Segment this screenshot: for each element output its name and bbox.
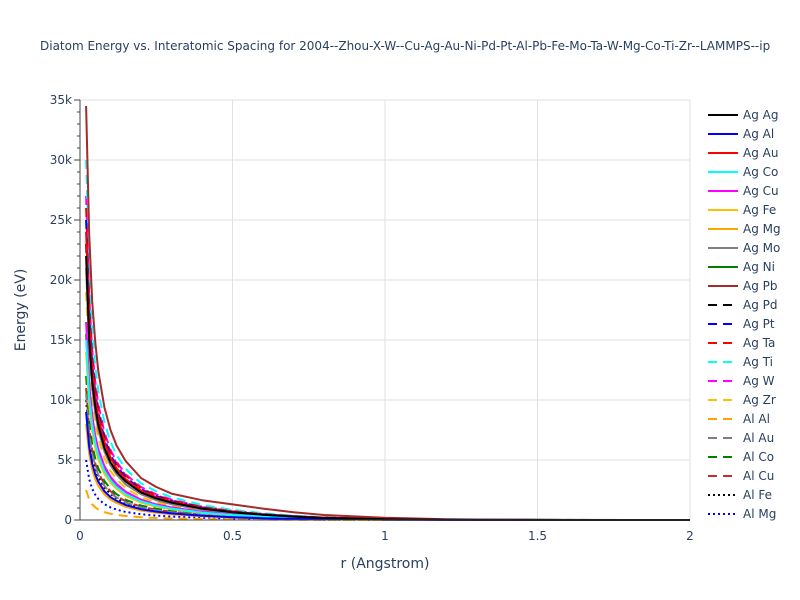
- legend-label: Ag Zr: [743, 393, 776, 407]
- legend-item[interactable]: Ag W: [708, 374, 775, 388]
- legend-label: Ag Ta: [743, 336, 775, 350]
- y-tick-label: 5k: [57, 453, 72, 467]
- x-tick-label: 1: [381, 529, 389, 543]
- y-tick-label: 15k: [50, 333, 72, 347]
- legend-label: Ag Ti: [743, 355, 773, 369]
- legend-item[interactable]: Ag Ag: [708, 108, 778, 122]
- y-tick-label: 30k: [50, 153, 72, 167]
- legend-item[interactable]: Ag Pt: [708, 317, 775, 331]
- x-tick-label: 0.5: [223, 529, 242, 543]
- legend-item[interactable]: Ag Ta: [708, 336, 775, 350]
- legend-label: Al Co: [743, 450, 774, 464]
- legend-label: Ag Mo: [743, 241, 780, 255]
- y-tick-label: 35k: [50, 93, 72, 107]
- legend-label: Ag Mg: [743, 222, 781, 236]
- series-line: [85, 393, 690, 521]
- legend-item[interactable]: Ag Mg: [708, 222, 781, 236]
- legend-item[interactable]: Ag Ti: [708, 355, 773, 369]
- legend-label: Al Mg: [743, 507, 776, 521]
- legend-label: Ag Ag: [743, 108, 778, 122]
- x-tick-label: 0: [76, 529, 84, 543]
- legend-item[interactable]: Al Al: [708, 412, 770, 426]
- y-tick-label: 25k: [50, 213, 72, 227]
- legend-item[interactable]: Ag Co: [708, 165, 778, 179]
- legend-label: Ag Pb: [743, 279, 778, 293]
- legend-item[interactable]: Al Cu: [708, 469, 774, 483]
- legend-label: Ag Fe: [743, 203, 776, 217]
- y-minor-ticks: [74, 99, 80, 521]
- y-tick-label: 0: [64, 513, 72, 527]
- legend-label: Al Cu: [743, 469, 774, 483]
- legend-item[interactable]: Ag Au: [708, 146, 778, 160]
- legend-item[interactable]: Ag Zr: [708, 393, 776, 407]
- x-tick-label: 2: [686, 529, 694, 543]
- grid-lines: [80, 99, 691, 520]
- legend-label: Ag Cu: [743, 184, 779, 198]
- chart-title: Diatom Energy vs. Interatomic Spacing fo…: [40, 39, 770, 53]
- y-tick-labels: 0 5k 10k 15k 20k 25k 30k 35k: [50, 93, 72, 527]
- legend-label: Al Al: [743, 412, 770, 426]
- legend-item[interactable]: Ag Ni: [708, 260, 775, 274]
- legend-item[interactable]: Al Co: [708, 450, 774, 464]
- legend-item[interactable]: Ag Pd: [708, 298, 778, 312]
- legend-item[interactable]: Ag Cu: [708, 184, 779, 198]
- legend-label: Ag Au: [743, 146, 778, 160]
- legend-item[interactable]: Ag Pb: [708, 279, 778, 293]
- legend-label: Al Fe: [743, 488, 772, 502]
- legend-label: Ag Al: [743, 127, 774, 141]
- legend-item[interactable]: Al Au: [708, 431, 774, 445]
- y-axis-title: Energy (eV): [13, 269, 29, 352]
- legend-label: Ag Co: [743, 165, 778, 179]
- series-line: [85, 291, 690, 521]
- legend-label: Ag W: [743, 374, 775, 388]
- legend-label: Al Au: [743, 431, 774, 445]
- x-axis-title: r (Angstrom): [341, 556, 430, 572]
- legend-label: Ag Pd: [743, 298, 778, 312]
- y-tick-label: 10k: [50, 393, 72, 407]
- legend-item[interactable]: Ag Mo: [708, 241, 780, 255]
- series-line: [85, 375, 690, 521]
- legend[interactable]: Ag Ag Ag Al Ag Au Ag Co Ag Cu Ag Fe Ag Mg Ag Mo…: [708, 108, 781, 521]
- legend-label: Ag Ni: [743, 260, 775, 274]
- y-tick-label: 20k: [50, 273, 72, 287]
- legend-item[interactable]: Al Mg: [708, 507, 776, 521]
- x-tick-label: 1.5: [528, 529, 547, 543]
- legend-item[interactable]: Al Fe: [708, 488, 772, 502]
- legend-item[interactable]: Ag Al: [708, 127, 774, 141]
- legend-label: Ag Pt: [743, 317, 775, 331]
- x-tick-labels: 0 0.5 1 1.5 2: [76, 529, 694, 543]
- legend-item[interactable]: Ag Fe: [708, 203, 776, 217]
